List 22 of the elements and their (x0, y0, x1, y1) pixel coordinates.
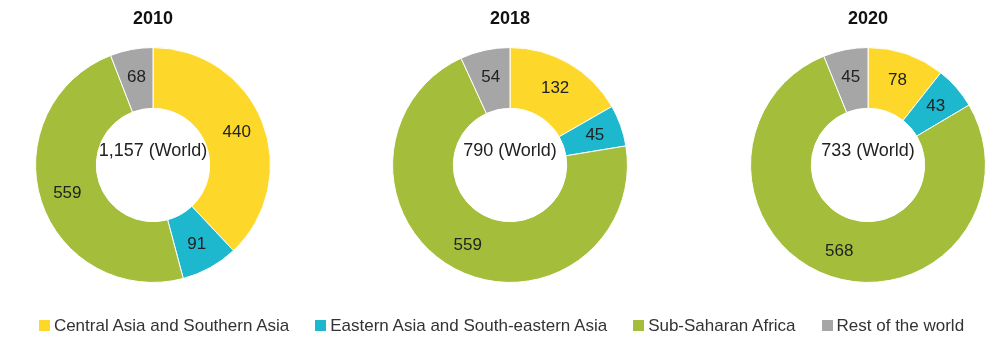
text: 733 (World) (821, 140, 915, 160)
chart-title: 2020 (847, 8, 889, 28)
data-label: 559 (453, 235, 482, 255)
text: 790 (World) (463, 140, 557, 160)
data-label: 440 (222, 122, 251, 142)
data-label: 78 (888, 70, 907, 90)
legend-label: Central Asia and Southern Asia (52, 316, 290, 336)
data-label: 68 (127, 66, 146, 86)
legend-label: Eastern Asia and South-eastern Asia (329, 316, 608, 336)
legend-label: Sub-Saharan Africa (647, 316, 796, 336)
data-label: 568 (825, 240, 854, 260)
data-label: 43 (926, 96, 946, 116)
data-label: 91 (187, 234, 207, 254)
data-label: 45 (841, 67, 861, 87)
data-label: 45 (585, 125, 605, 145)
text: 1,157 (World) (98, 140, 208, 160)
data-label: 132 (540, 77, 570, 97)
chart-title: 2010 (132, 8, 174, 28)
data-label: 559 (53, 183, 82, 203)
legend-label: Rest of the world (835, 316, 965, 336)
data-label: 54 (481, 67, 501, 87)
chart-title: 2018 (489, 8, 531, 28)
